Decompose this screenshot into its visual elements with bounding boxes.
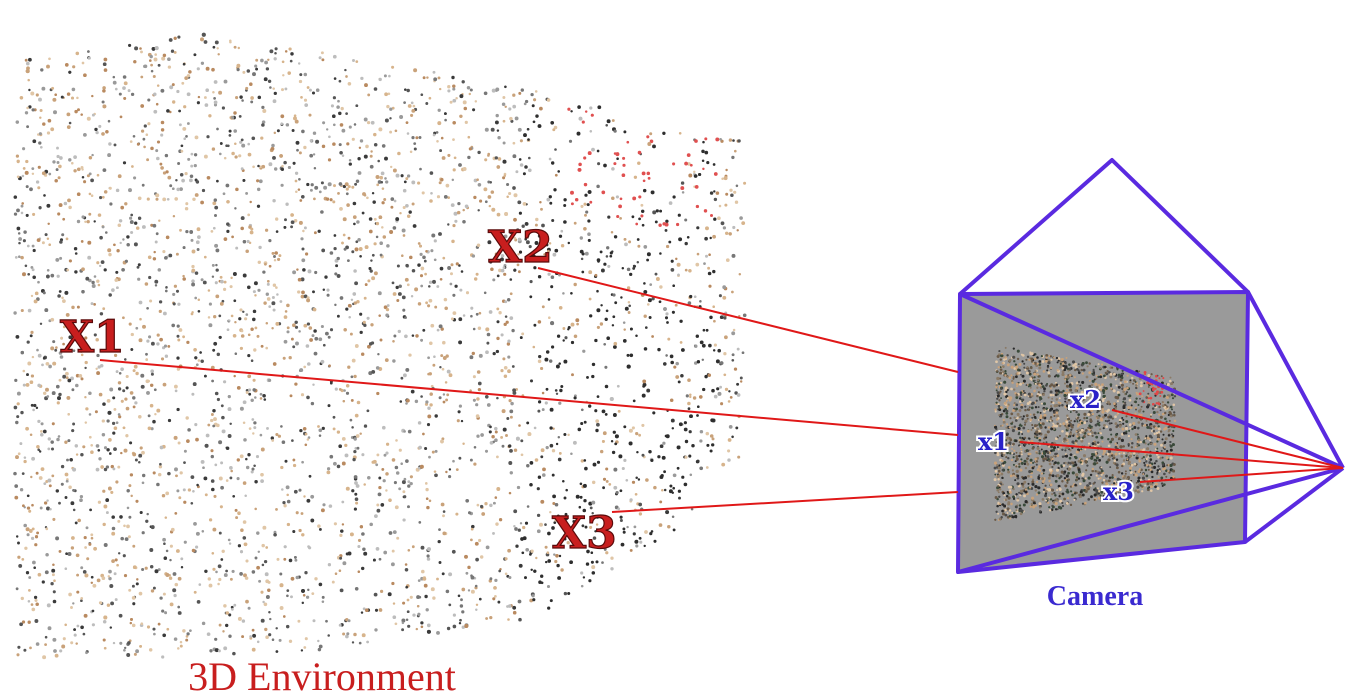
- camera-caption: Camera: [1047, 581, 1143, 612]
- point-label-X1: X1: [60, 312, 125, 363]
- frustum-edge-top-right: [1246, 291, 1345, 469]
- ray-x1-world: [99, 359, 959, 436]
- camera-image-plane: [958, 292, 1248, 572]
- ray-x3-image: [1139, 467, 1344, 483]
- image-point-label-x3: x3: [1103, 477, 1134, 506]
- image-point-label-x2: x2: [1070, 385, 1101, 414]
- ray-x3-world: [611, 491, 959, 513]
- ray-x1-image: [1019, 441, 1344, 469]
- point-label-X2: X2: [488, 222, 553, 273]
- point-label-X3: X3: [552, 508, 617, 559]
- point-cloud-3d: [13, 32, 747, 660]
- camera-frustum: [956, 158, 1345, 574]
- environment-caption: 3D Environment: [188, 654, 456, 699]
- projection-rays: [99, 267, 1344, 513]
- frustum-top-pyramid: [958, 158, 1250, 296]
- frustum-edge-top-left: [959, 292, 1344, 470]
- image-point-label-x1: x1: [978, 427, 1009, 456]
- frustum-edge-bottom-left: [957, 466, 1344, 574]
- ray-x2-image: [1111, 409, 1344, 469]
- frustum-edge-bottom-right: [1243, 466, 1345, 544]
- ray-x2-world: [537, 267, 959, 373]
